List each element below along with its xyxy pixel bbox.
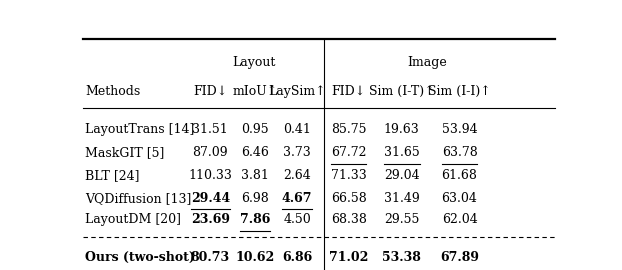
Text: 0.95: 0.95 <box>241 123 269 136</box>
Text: 29.55: 29.55 <box>384 213 419 227</box>
Text: FID↓: FID↓ <box>193 85 228 98</box>
Text: 2.64: 2.64 <box>283 169 311 182</box>
Text: 110.33: 110.33 <box>188 169 232 182</box>
Text: 80.73: 80.73 <box>191 251 230 264</box>
Text: 63.78: 63.78 <box>442 146 478 159</box>
Text: 6.46: 6.46 <box>241 146 269 159</box>
Text: 61.68: 61.68 <box>442 169 478 182</box>
Text: 6.86: 6.86 <box>282 251 312 264</box>
Text: 66.58: 66.58 <box>331 192 366 205</box>
Text: 7.86: 7.86 <box>240 213 271 227</box>
Text: 87.09: 87.09 <box>192 146 228 159</box>
Text: Sim (I-T)↑: Sim (I-T)↑ <box>369 85 435 98</box>
Text: 4.67: 4.67 <box>282 192 312 205</box>
Text: VQDiffusion [13]: VQDiffusion [13] <box>85 192 192 205</box>
Text: 29.44: 29.44 <box>191 192 230 205</box>
Text: Image: Image <box>407 56 447 69</box>
Text: BLT [24]: BLT [24] <box>85 169 139 182</box>
Text: 3.81: 3.81 <box>241 169 269 182</box>
Text: LaySim↑: LaySim↑ <box>268 85 326 98</box>
Text: 0.41: 0.41 <box>283 123 311 136</box>
Text: 29.04: 29.04 <box>384 169 419 182</box>
Text: 3.73: 3.73 <box>283 146 311 159</box>
Text: Sim (I-I)↑: Sim (I-I)↑ <box>428 85 491 98</box>
Text: 10.62: 10.62 <box>236 251 275 264</box>
Text: 4.50: 4.50 <box>283 213 311 227</box>
Text: 53.38: 53.38 <box>383 251 421 264</box>
Text: 71.02: 71.02 <box>329 251 368 264</box>
Text: 23.69: 23.69 <box>191 213 230 227</box>
Text: LayoutTrans [14]: LayoutTrans [14] <box>85 123 194 136</box>
Text: LayoutDM [20]: LayoutDM [20] <box>85 213 181 227</box>
Text: 68.38: 68.38 <box>331 213 366 227</box>
Text: Ours (two-shot): Ours (two-shot) <box>85 251 195 264</box>
Text: 19.63: 19.63 <box>384 123 420 136</box>
Text: 63.04: 63.04 <box>442 192 478 205</box>
Text: 62.04: 62.04 <box>442 213 478 227</box>
Text: 67.72: 67.72 <box>331 146 366 159</box>
Text: Methods: Methods <box>85 85 140 98</box>
Text: 6.98: 6.98 <box>241 192 269 205</box>
Text: 31.49: 31.49 <box>384 192 420 205</box>
Text: 71.33: 71.33 <box>331 169 366 182</box>
Text: FID↓: FID↓ <box>332 85 366 98</box>
Text: 53.94: 53.94 <box>442 123 477 136</box>
Text: 85.75: 85.75 <box>331 123 366 136</box>
Text: 31.65: 31.65 <box>384 146 420 159</box>
Text: MaskGIT [5]: MaskGIT [5] <box>85 146 164 159</box>
Text: mIoU↑: mIoU↑ <box>233 85 278 98</box>
Text: 31.51: 31.51 <box>192 123 228 136</box>
Text: Layout: Layout <box>232 56 276 69</box>
Text: 67.89: 67.89 <box>440 251 479 264</box>
